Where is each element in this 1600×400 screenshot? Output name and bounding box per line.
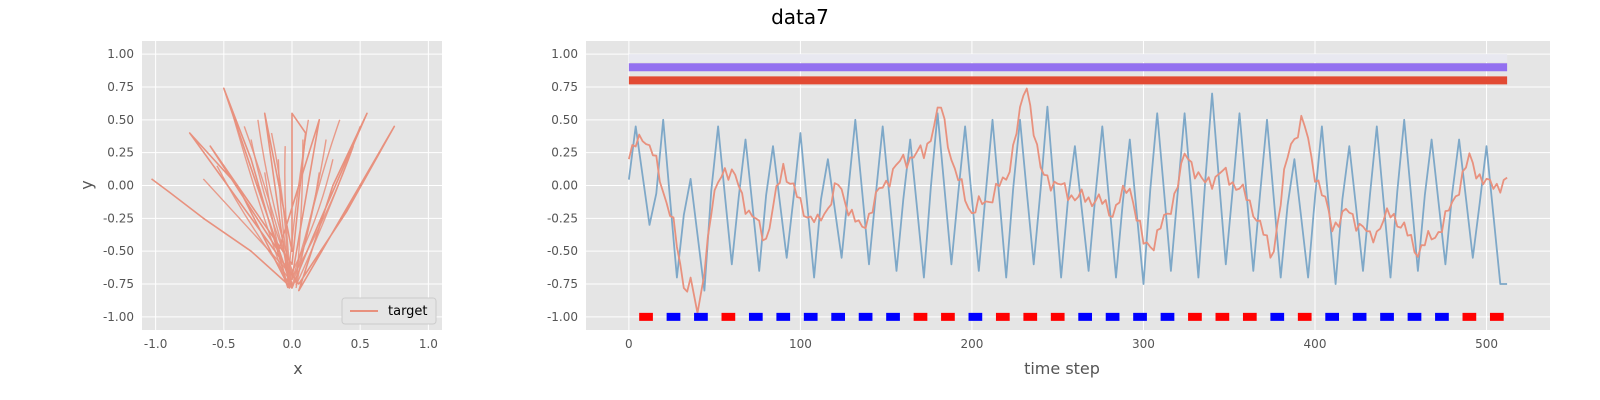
marker-blue	[803, 312, 818, 321]
y-tick-label: -0.50	[547, 244, 578, 258]
x-tick-label: 0.0	[282, 337, 301, 351]
target-ray	[291, 172, 320, 286]
y-tick-label: -0.50	[103, 244, 134, 258]
target-ray	[216, 165, 293, 284]
target-line	[151, 87, 396, 292]
marker-red	[1050, 312, 1065, 321]
y-tick-label: -0.75	[103, 277, 134, 291]
marker-blue	[1407, 312, 1422, 321]
target-ray	[284, 146, 293, 289]
target-ray	[287, 159, 334, 281]
x-tick-label: 300	[1132, 337, 1155, 351]
marker-blue	[694, 312, 708, 321]
marker-red	[1297, 312, 1312, 321]
y-tick-label: -1.00	[103, 310, 134, 324]
y-tick-label: 0.50	[107, 113, 134, 127]
xy-trajectory-chart: -1.0 -0.5 0.0 0.5 1.0 -1.00 -0.75 -0.50 -0.25 0.0…	[77, 41, 442, 378]
x-tick-label: -1.0	[144, 337, 167, 351]
y-tick-label: -0.25	[103, 211, 134, 225]
marker-blue	[666, 312, 681, 321]
bands	[628, 54, 1508, 85]
x-tick-label: 400	[1304, 337, 1327, 351]
y-tick-label: 0.25	[107, 146, 134, 160]
marker-blue	[1078, 312, 1093, 321]
marker-red	[995, 312, 1010, 321]
marker-red	[941, 312, 955, 321]
marker-blue	[1435, 312, 1449, 321]
y-tick-label: 0.25	[551, 146, 578, 160]
x-tick-label: 100	[789, 337, 812, 351]
x-tick-label: 0.5	[351, 337, 370, 351]
y-axis-label: y	[77, 180, 96, 189]
marker-red	[1023, 312, 1038, 321]
target-ray	[202, 178, 297, 281]
y-tick-label: 0.50	[551, 113, 578, 127]
y-tick-label: 0.00	[551, 179, 578, 193]
orange-series-line	[628, 87, 1508, 314]
marker-blue	[748, 312, 763, 321]
marker-blue	[1352, 312, 1367, 321]
marker-blue	[1270, 312, 1285, 321]
marker-red	[913, 312, 928, 321]
y-tick-label: -1.00	[547, 310, 578, 324]
marker-blue	[1160, 312, 1175, 321]
tick-labels: -1.0 -0.5 0.0 0.5 1.0 -1.00 -0.75 -0.50 -0.25 0.0…	[103, 47, 438, 351]
series-layer	[151, 87, 396, 292]
marker-blue	[858, 312, 873, 321]
tick-labels: 0 100 200 300 400 500 -1.00 -0.75 -0.50 -0.25 0.00…	[547, 47, 1498, 351]
marker-red	[1188, 312, 1202, 321]
marker-red	[1242, 312, 1257, 321]
x-tick-label: 500	[1475, 337, 1498, 351]
marker-blue	[1325, 312, 1340, 321]
legend-box	[341, 297, 437, 325]
y-tick-label: 0.75	[107, 80, 134, 94]
marker-blue	[1105, 312, 1120, 321]
x-tick-label: 1.0	[419, 337, 438, 351]
x-tick-label: 0	[625, 337, 633, 351]
y-tick-label: 0.75	[551, 80, 578, 94]
y-tick-label: 0.00	[107, 179, 134, 193]
marker-red	[1462, 312, 1477, 321]
marker-blue	[776, 312, 791, 321]
marker-red	[1489, 312, 1504, 321]
x-tick-label: 200	[960, 337, 983, 351]
target-ray	[295, 126, 361, 286]
series-layer	[628, 87, 1508, 314]
y-tick-label: -0.75	[547, 277, 578, 291]
legend: target	[341, 297, 437, 325]
marker-red	[721, 312, 736, 321]
x-tick-label: -0.5	[212, 337, 235, 351]
marker-blue	[886, 312, 900, 321]
marker-blue	[1380, 312, 1394, 321]
marker-blue	[831, 312, 846, 321]
y-tick-label: 1.00	[551, 47, 578, 61]
x-axis-label: x	[293, 359, 302, 378]
marker-red	[1215, 312, 1230, 321]
marker-red	[639, 312, 653, 321]
y-tick-label: -0.25	[547, 211, 578, 225]
legend-label: target	[388, 304, 428, 319]
figure-title: data7	[771, 5, 829, 29]
marker-blue	[1133, 312, 1147, 321]
y-tick-label: 1.00	[107, 47, 134, 61]
marker-blue	[968, 312, 983, 321]
markers	[639, 312, 1504, 321]
time-series-chart: 0 100 200 300 400 500 -1.00 -0.75 -0.50 -0.25 0.00…	[547, 41, 1550, 378]
target-ray	[264, 172, 289, 289]
x-axis-label: time step	[1024, 359, 1100, 378]
